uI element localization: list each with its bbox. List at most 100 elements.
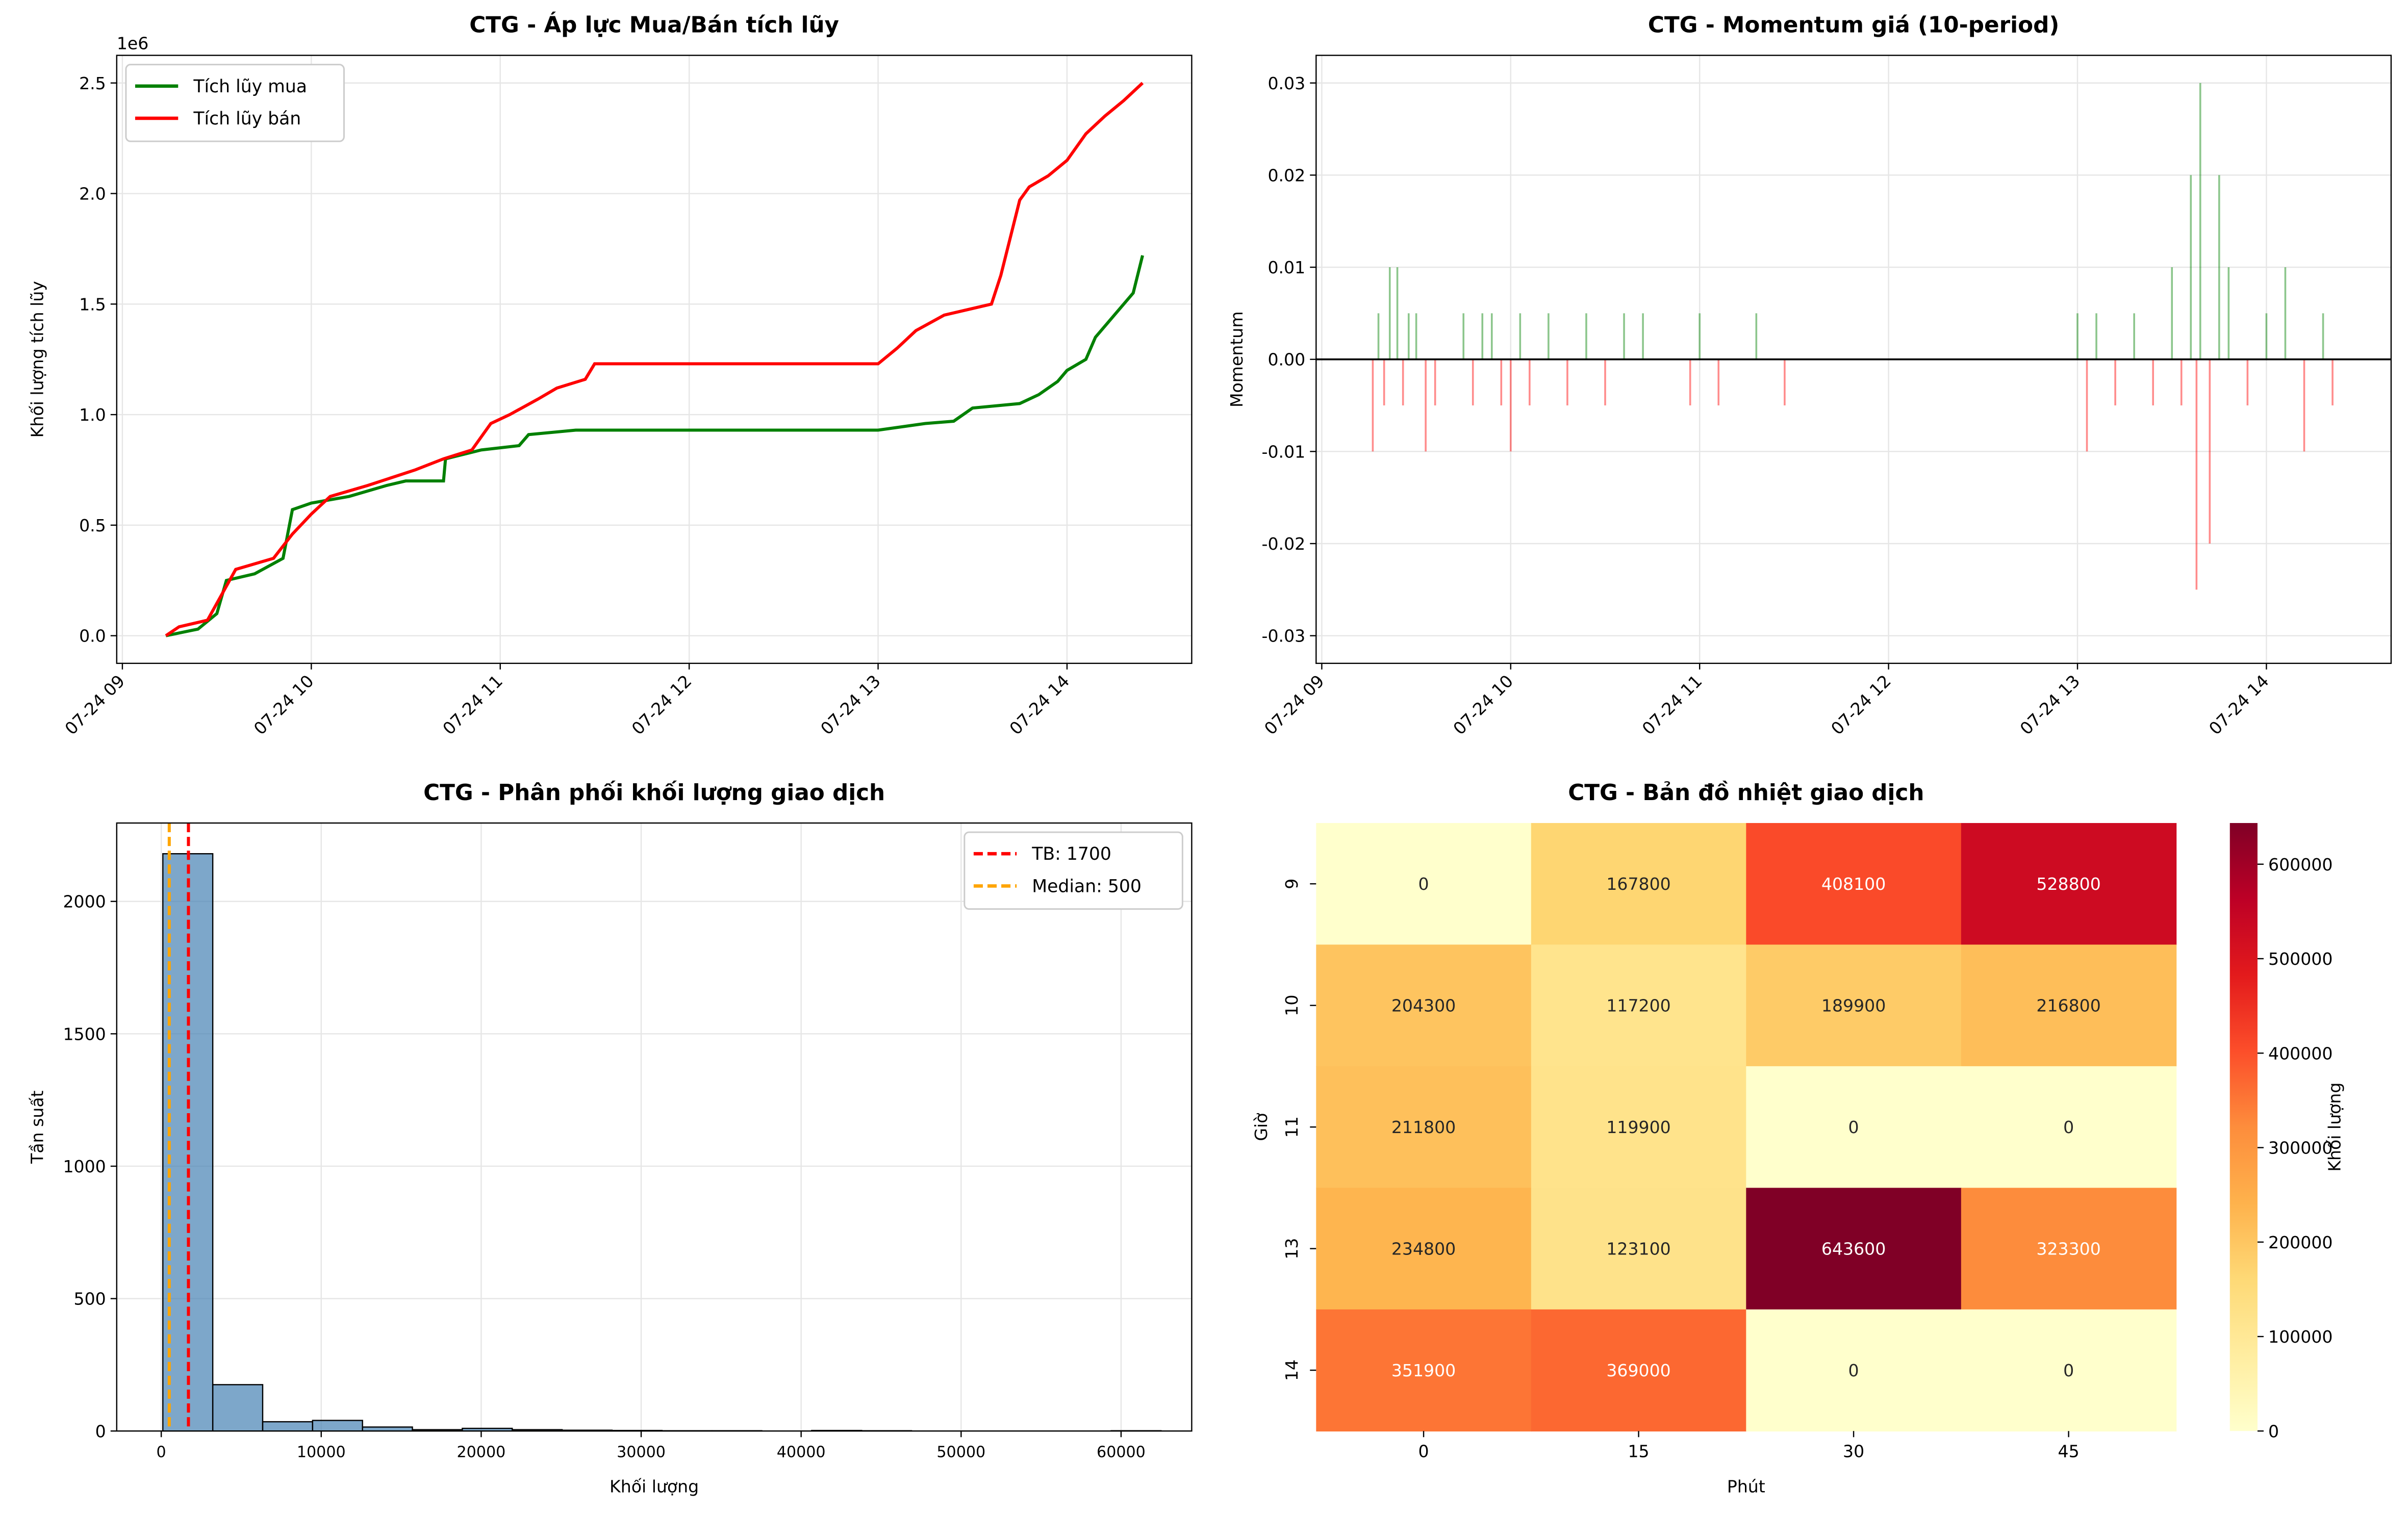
cell-label: 117200 — [1606, 996, 1670, 1016]
chart-title: CTG - Phân phối khối lượng giao dịch — [423, 780, 885, 806]
bar — [1548, 313, 1550, 360]
legend-label: Median: 500 — [1032, 876, 1142, 896]
chart-title: CTG - Bản đồ nhiệt giao dịch — [1568, 780, 1924, 806]
legend-box — [964, 831, 1183, 910]
x-axis-label: Phút — [1727, 1477, 1765, 1497]
colorbar-tick-label: 300000 — [2268, 1138, 2333, 1158]
bar — [1604, 359, 1606, 406]
heatmap-cell — [1316, 1188, 1532, 1310]
x-tick-label: 0 — [157, 1443, 166, 1461]
bar — [1500, 359, 1503, 406]
bar — [2086, 359, 2088, 452]
cell-label: 189900 — [1821, 996, 1886, 1016]
x-tick-label: 07-24 10 — [1449, 671, 1517, 739]
y-tick-label: 0 — [95, 1421, 106, 1441]
y-tick-label: 0.00 — [1268, 350, 1305, 370]
y-axis-label: Giờ — [1251, 1113, 1271, 1141]
x-tick-label: 07-24 09 — [1260, 671, 1328, 739]
y-tick-label: 0.02 — [1268, 165, 1305, 185]
colorbar-tick-label: 0 — [2268, 1421, 2279, 1441]
bar — [1383, 359, 1385, 406]
bar — [1519, 313, 1522, 360]
x-tick-label: 40000 — [777, 1443, 826, 1461]
histogram-bar — [262, 1421, 314, 1432]
heatmap-cell — [1316, 944, 1532, 1067]
axes-frame — [116, 822, 1193, 1432]
x-tick-label: 07-24 12 — [628, 671, 696, 739]
line — [165, 82, 1144, 637]
cell-label: 204300 — [1391, 996, 1456, 1016]
bar — [2180, 359, 2183, 406]
bar — [1755, 313, 1758, 360]
bar — [1402, 359, 1404, 406]
heatmap-cell — [1316, 823, 1532, 945]
x-tick-label: 20000 — [457, 1443, 506, 1461]
heatmap-cell — [1746, 944, 1962, 1067]
bar — [1623, 313, 1625, 360]
x-tick-label: 07-24 14 — [1005, 671, 1073, 739]
colorbar-label: Khối lượng — [2325, 1083, 2345, 1172]
heatmap-cell — [1531, 944, 1747, 1067]
y-tick-label: 2.0 — [79, 184, 106, 204]
bar — [1784, 359, 1786, 406]
bar — [1407, 313, 1410, 360]
y-tick-label: 1.0 — [79, 405, 106, 425]
bar — [1566, 359, 1568, 406]
histogram-bar — [212, 1384, 264, 1432]
y-tick-label: 2.5 — [79, 73, 106, 93]
y-tick-label: 1500 — [63, 1024, 106, 1044]
x-tick-label: 30 — [1843, 1441, 1864, 1461]
cell-label: 123100 — [1606, 1239, 1670, 1259]
x-tick-label: 07-24 09 — [61, 671, 129, 739]
x-tick-label: 07-24 13 — [2016, 671, 2084, 739]
bar — [1717, 359, 1720, 406]
x-tick-label: 07-24 10 — [250, 671, 318, 739]
cell-label: 351900 — [1391, 1361, 1456, 1380]
heatmap-cell — [1746, 1066, 1962, 1189]
bar — [1699, 313, 1701, 360]
bar — [1490, 313, 1493, 360]
y-tick-label: 13 — [1282, 1238, 1302, 1260]
heatmap-cell — [1531, 1188, 1747, 1310]
x-tick-label: 0 — [1418, 1441, 1429, 1461]
y-axis-label: Khối lượng tích lũy — [27, 281, 47, 438]
cell-label: 0 — [1848, 1117, 1859, 1137]
heatmap-cell — [1746, 1309, 1962, 1432]
line — [165, 255, 1144, 637]
bar — [1396, 267, 1399, 360]
bar — [1377, 313, 1380, 360]
chart-title: CTG - Momentum giá (10-period) — [1648, 12, 2059, 38]
cell-label: 0 — [2063, 1117, 2074, 1137]
legend-label: Tích lũy mua — [193, 76, 307, 97]
colorbar-tick-label: 400000 — [2268, 1043, 2333, 1063]
y-axis-label: Momentum — [1227, 311, 1247, 407]
heatmap-cell — [1316, 1066, 1532, 1189]
x-tick-label: 07-24 11 — [439, 671, 506, 739]
y-tick-label: 10 — [1282, 995, 1302, 1016]
bar — [2076, 313, 2079, 360]
heatmap-cell — [1316, 1309, 1532, 1432]
bar — [2227, 267, 2230, 360]
x-tick-label: 15 — [1628, 1441, 1649, 1461]
cell-label: 234800 — [1391, 1239, 1456, 1259]
bar — [1509, 359, 1512, 452]
bar — [2114, 359, 2116, 406]
bar — [1462, 313, 1465, 360]
y-offset-label: 1e6 — [117, 34, 149, 54]
legend-label: Tích lũy bán — [193, 109, 301, 129]
bar — [1585, 313, 1587, 360]
bar — [1372, 359, 1374, 452]
y-tick-label: 0.03 — [1268, 73, 1305, 93]
chart-title: CTG - Áp lực Mua/Bán tích lũy — [469, 11, 839, 38]
bar — [2218, 175, 2220, 360]
y-tick-label: 9 — [1282, 879, 1302, 889]
y-axis-label: Tần suất — [27, 1090, 47, 1164]
bar — [2152, 359, 2154, 406]
y-tick-label: -0.03 — [1262, 626, 1306, 646]
cell-label: 369000 — [1606, 1361, 1670, 1380]
bar — [1529, 359, 1531, 406]
bar — [2246, 359, 2249, 406]
heatmap-cell — [1961, 1066, 2177, 1189]
heatmap-cell — [1961, 944, 2177, 1067]
